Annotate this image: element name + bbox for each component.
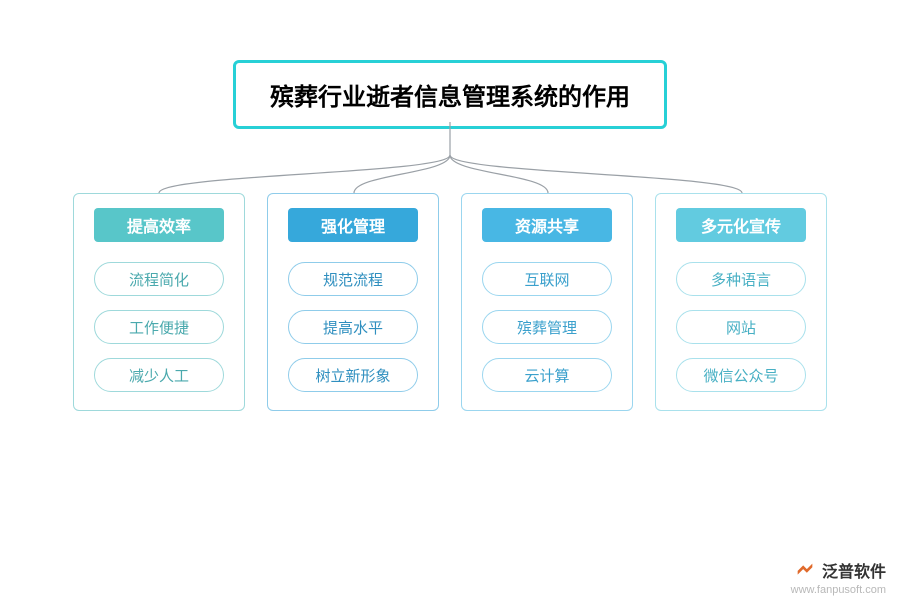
footer-brand: 泛普软件 xyxy=(794,558,886,582)
column-header: 多元化宣传 xyxy=(676,208,806,242)
column-item: 工作便捷 xyxy=(94,310,224,344)
column-header: 强化管理 xyxy=(288,208,418,242)
footer-url: www.fanpusoft.com xyxy=(791,584,886,596)
column-item: 互联网 xyxy=(482,262,612,296)
column-card: 多元化宣传多种语言网站微信公众号 xyxy=(655,193,827,411)
column-header: 提高效率 xyxy=(94,208,224,242)
column-item: 提高水平 xyxy=(288,310,418,344)
column-header: 资源共享 xyxy=(482,208,612,242)
columns-container: 提高效率流程简化工作便捷减少人工强化管理规范流程提高水平树立新形象资源共享互联网… xyxy=(0,193,900,411)
brand-logo-icon xyxy=(794,559,816,581)
column-card: 资源共享互联网殡葬管理云计算 xyxy=(461,193,633,411)
column-item: 规范流程 xyxy=(288,262,418,296)
column-item: 微信公众号 xyxy=(676,358,806,392)
column-item: 多种语言 xyxy=(676,262,806,296)
column-card: 提高效率流程简化工作便捷减少人工 xyxy=(73,193,245,411)
brand-text: 泛普软件 xyxy=(822,558,886,582)
column-item: 云计算 xyxy=(482,358,612,392)
column-item: 网站 xyxy=(676,310,806,344)
column-item: 流程简化 xyxy=(94,262,224,296)
column-card: 强化管理规范流程提高水平树立新形象 xyxy=(267,193,439,411)
column-item: 减少人工 xyxy=(94,358,224,392)
column-item: 殡葬管理 xyxy=(482,310,612,344)
diagram-title: 殡葬行业逝者信息管理系统的作用 xyxy=(233,60,667,129)
column-item: 树立新形象 xyxy=(288,358,418,392)
